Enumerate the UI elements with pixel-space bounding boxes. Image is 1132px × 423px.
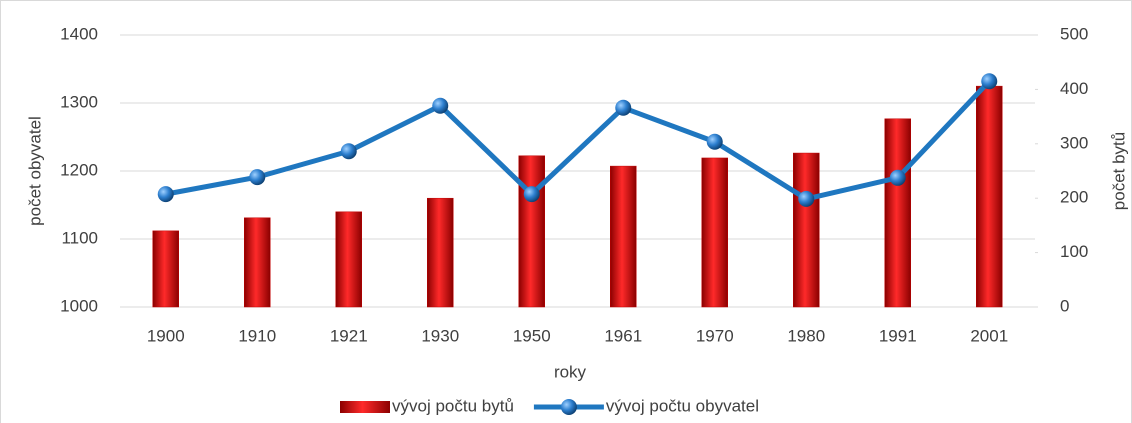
bar	[610, 165, 637, 308]
line-marker	[340, 143, 357, 160]
x-tick-label: 1970	[696, 326, 734, 345]
line-marker	[615, 99, 632, 116]
y2-tick-label: 0	[1060, 296, 1069, 315]
x-tick-label: 1900	[147, 326, 185, 345]
line-marker	[798, 190, 815, 207]
line	[165, 79, 992, 202]
y2-tick-label: 500	[1060, 24, 1088, 43]
legend-label: vývoj počtu obyvatel	[606, 396, 759, 415]
x-tick-label: 1950	[513, 326, 551, 345]
x-axis-label: roky	[554, 362, 587, 381]
x-tick-label: 1930	[421, 326, 459, 345]
x-tick-label: 1980	[787, 326, 825, 345]
y2-tick-label: 100	[1060, 242, 1088, 261]
bar	[335, 211, 362, 308]
y2-tick-label: 300	[1060, 133, 1088, 152]
bar	[244, 217, 271, 308]
legend-swatch	[560, 399, 577, 415]
y-tick-label: 1200	[60, 160, 98, 179]
bar	[701, 157, 728, 308]
y2-axis-label: počet bytů	[1109, 132, 1128, 210]
line-marker	[523, 186, 540, 203]
x-tick-label: 1961	[604, 326, 642, 345]
y2-tick-label: 400	[1060, 79, 1088, 98]
y-tick-label: 1300	[60, 92, 98, 111]
x-tick-label: 1910	[238, 326, 276, 345]
bar	[793, 152, 820, 308]
bar	[518, 155, 545, 308]
x-tick-label: 1921	[330, 326, 368, 345]
bar	[976, 85, 1003, 308]
bar	[427, 197, 454, 308]
legend-swatch	[340, 401, 390, 413]
line-marker	[157, 186, 174, 203]
x-tick-label: 1991	[879, 326, 917, 345]
bar	[884, 118, 911, 308]
y2-tick-label: 200	[1060, 188, 1088, 207]
line-marker	[432, 97, 449, 114]
y-axis-label: počet obyvatel	[25, 116, 44, 226]
line-marker	[249, 169, 266, 186]
line-marker	[981, 73, 998, 90]
y-tick-label: 1100	[61, 228, 98, 247]
legend-label: vývoj počtu bytů	[392, 396, 514, 415]
line-marker	[706, 133, 723, 150]
y-tick-label: 1000	[60, 296, 98, 315]
y-tick-label: 1400	[60, 24, 98, 43]
x-tick-label: 2001	[970, 326, 1008, 345]
bar	[152, 230, 179, 308]
line-marker	[889, 169, 906, 186]
